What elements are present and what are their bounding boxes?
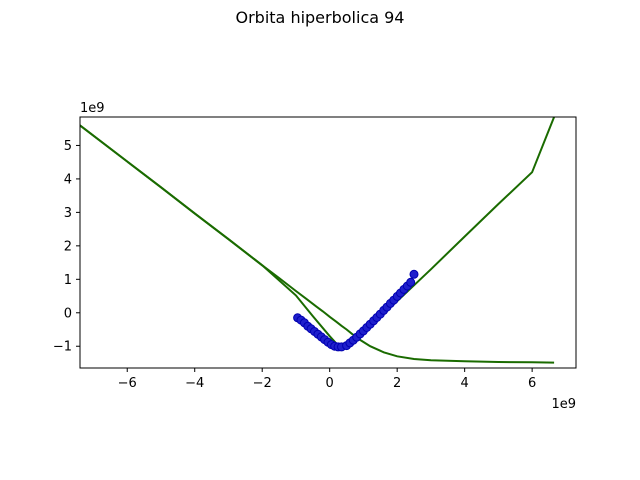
data-point xyxy=(409,269,419,279)
y-scale-label: 1e9 xyxy=(80,101,105,116)
orbit-curve-1 xyxy=(80,117,556,348)
y-axis: −1 0 1 2 3 4 5 xyxy=(53,139,80,355)
plot-area xyxy=(80,117,556,364)
y-tick-label: 3 xyxy=(64,206,72,221)
y-tick-label: 0 xyxy=(64,306,72,321)
y-tick-label: 1 xyxy=(64,273,72,288)
y-tick-label: 2 xyxy=(64,239,72,254)
orbit-curve-0 xyxy=(80,124,555,364)
x-axis: −6 −4 −2 0 2 4 6 xyxy=(118,368,536,391)
x-scale-label: 1e9 xyxy=(551,397,576,412)
x-tick-label: −4 xyxy=(185,376,204,391)
chart-title: Orbita hiperbolica 94 xyxy=(236,8,405,27)
y-tick-label: 5 xyxy=(64,139,72,154)
x-tick-label: 6 xyxy=(528,376,536,391)
y-tick-label: 4 xyxy=(64,172,72,187)
data-point xyxy=(406,277,416,287)
x-tick-label: 0 xyxy=(326,376,334,391)
x-tick-label: −6 xyxy=(118,376,137,391)
axes-frame xyxy=(79,116,577,369)
x-tick-label: 2 xyxy=(393,376,401,391)
x-tick-label: −2 xyxy=(253,376,272,391)
x-tick-label: 4 xyxy=(461,376,469,391)
y-tick-label: −1 xyxy=(53,340,72,355)
